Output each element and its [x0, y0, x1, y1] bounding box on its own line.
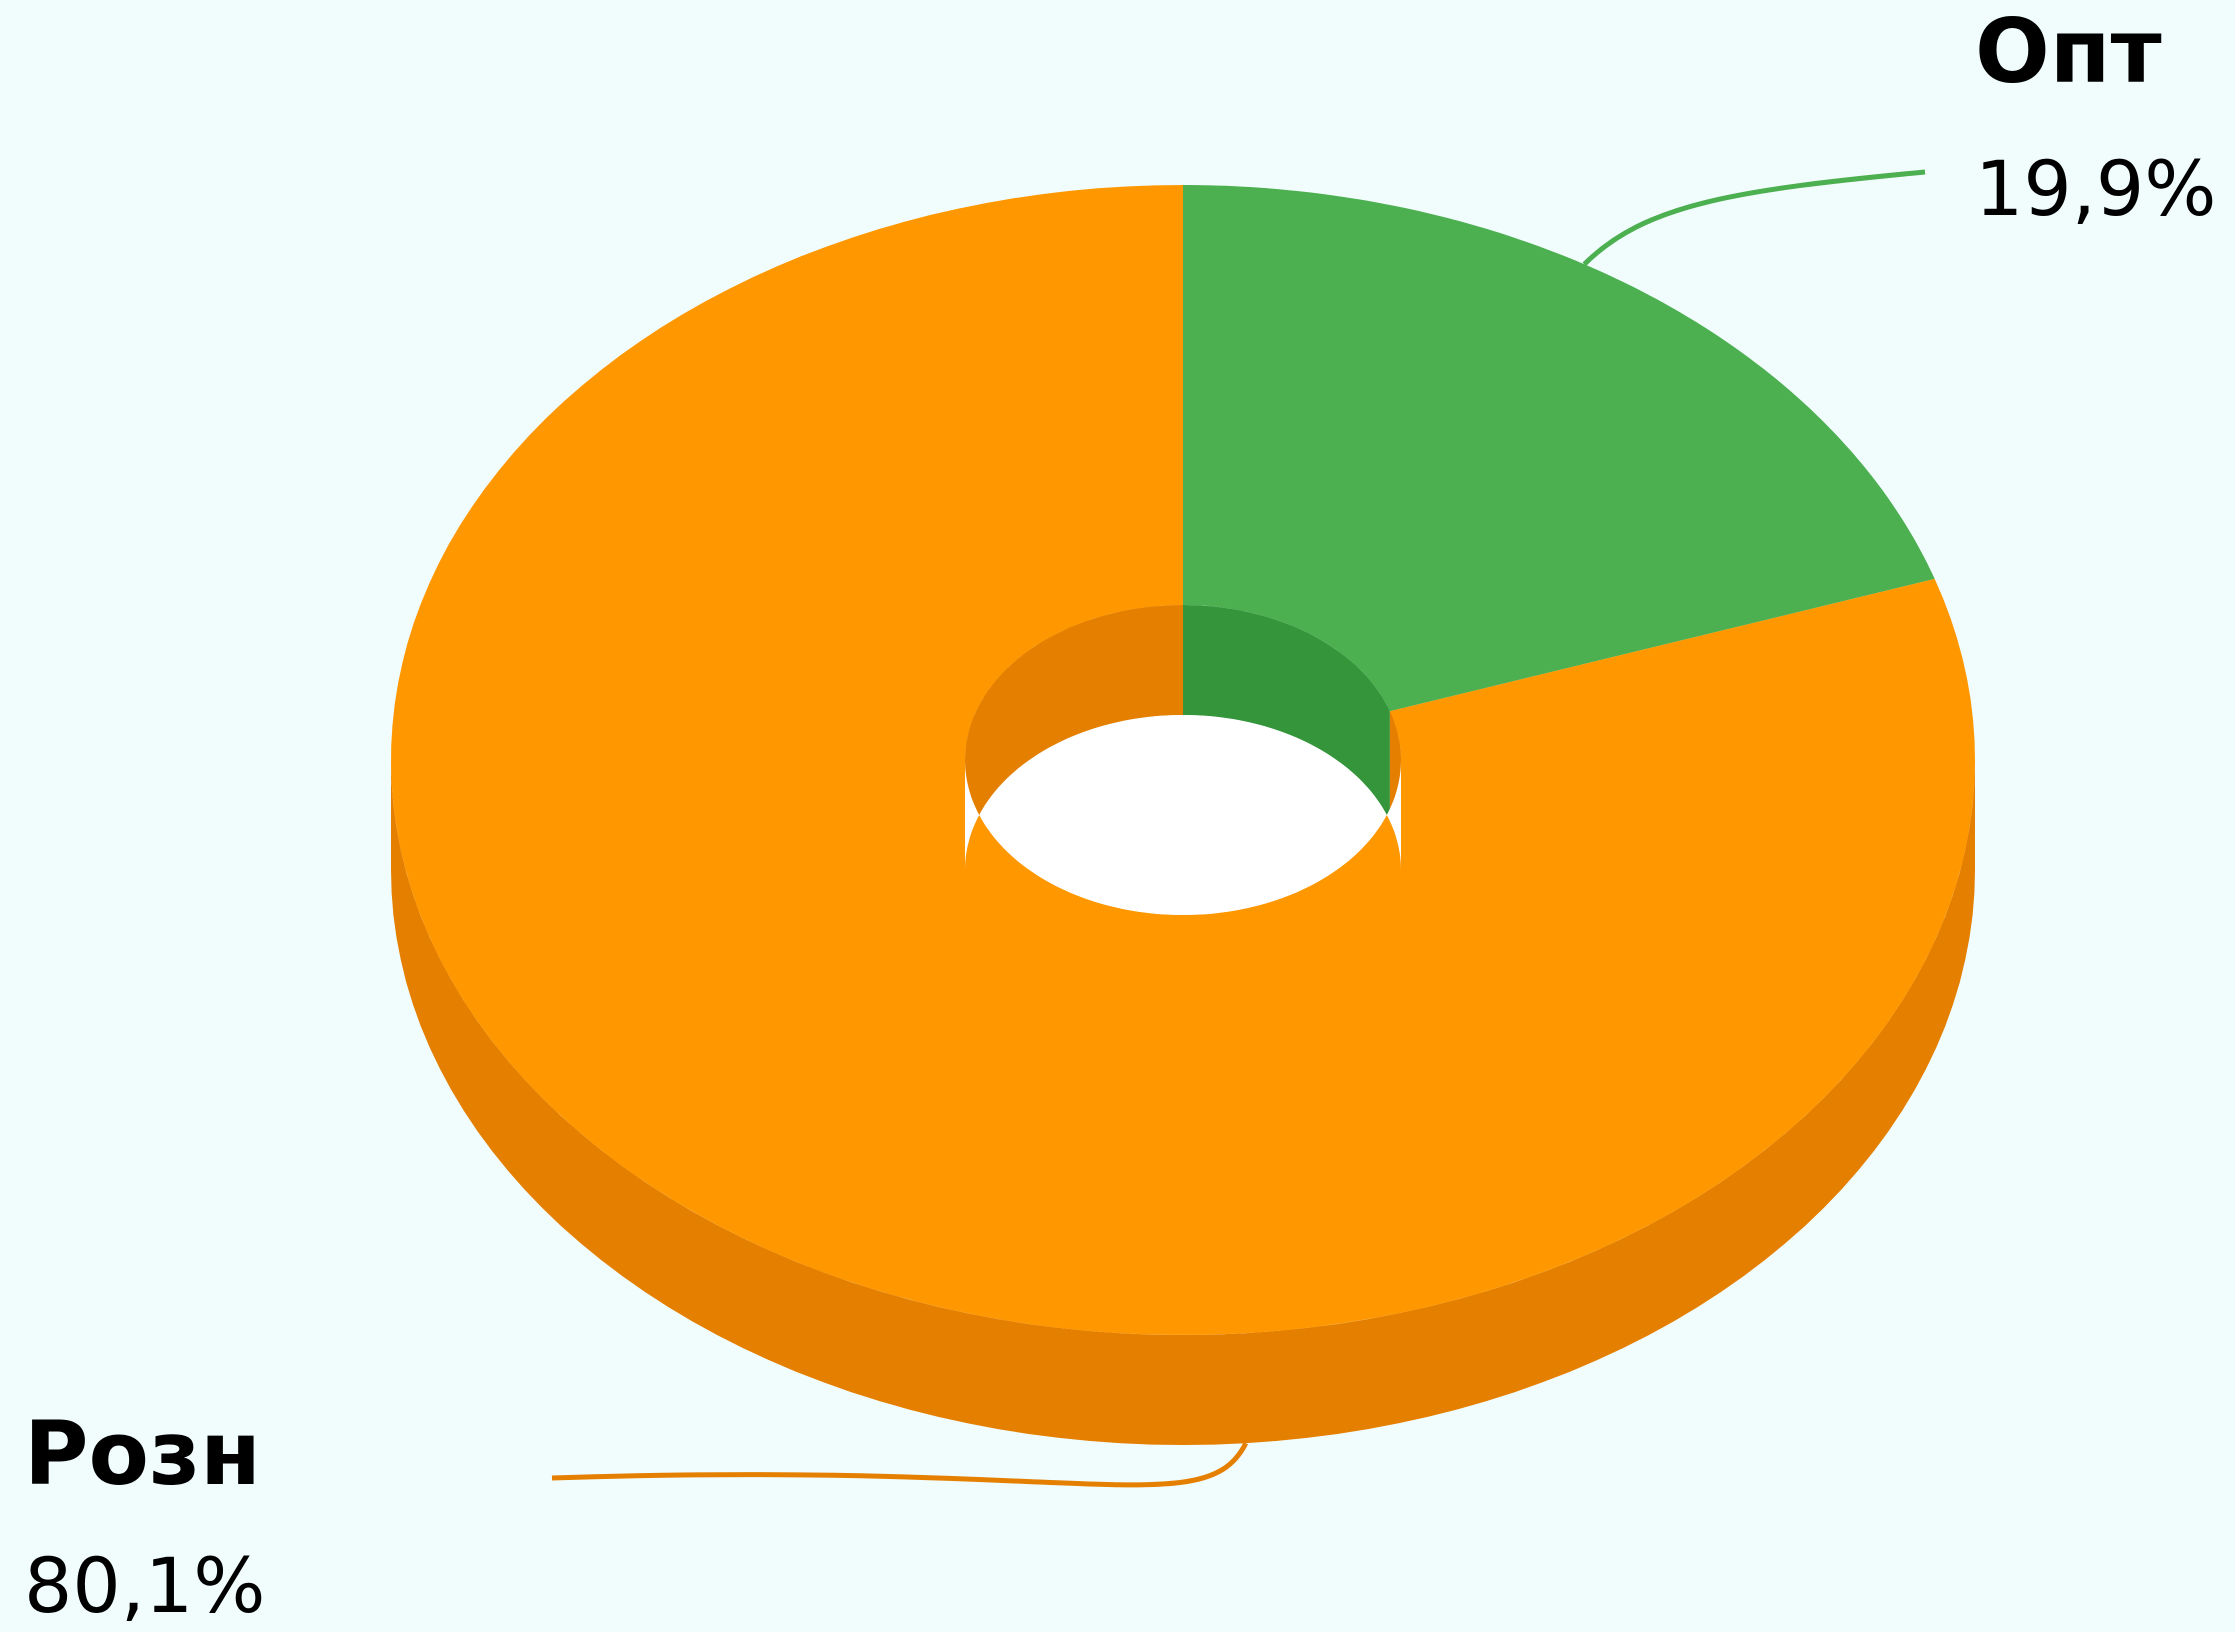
slice-rozn [391, 185, 1975, 1335]
donut-hole [965, 715, 1401, 915]
slice-label-rozn-value: 80,1% [24, 1541, 265, 1630]
slice-inner-wall-rozn [965, 605, 1183, 870]
leader-lines [551, 169, 1926, 1488]
leader-line-rozn [551, 1442, 1249, 1488]
slice-label-opt-value: 19,9% [1975, 144, 2216, 233]
slice-side-rozn [391, 760, 1975, 1445]
slice-tops [391, 185, 1975, 1335]
slice-label-opt-name: Опт [1975, 0, 2162, 103]
slice-label-rozn-name: Розн [24, 1402, 261, 1505]
slice-opt [1183, 185, 1935, 712]
slice-sides [391, 760, 1975, 1445]
slice-inner-wall-opt [1183, 605, 1390, 822]
leader-line-opt [1582, 169, 1926, 267]
